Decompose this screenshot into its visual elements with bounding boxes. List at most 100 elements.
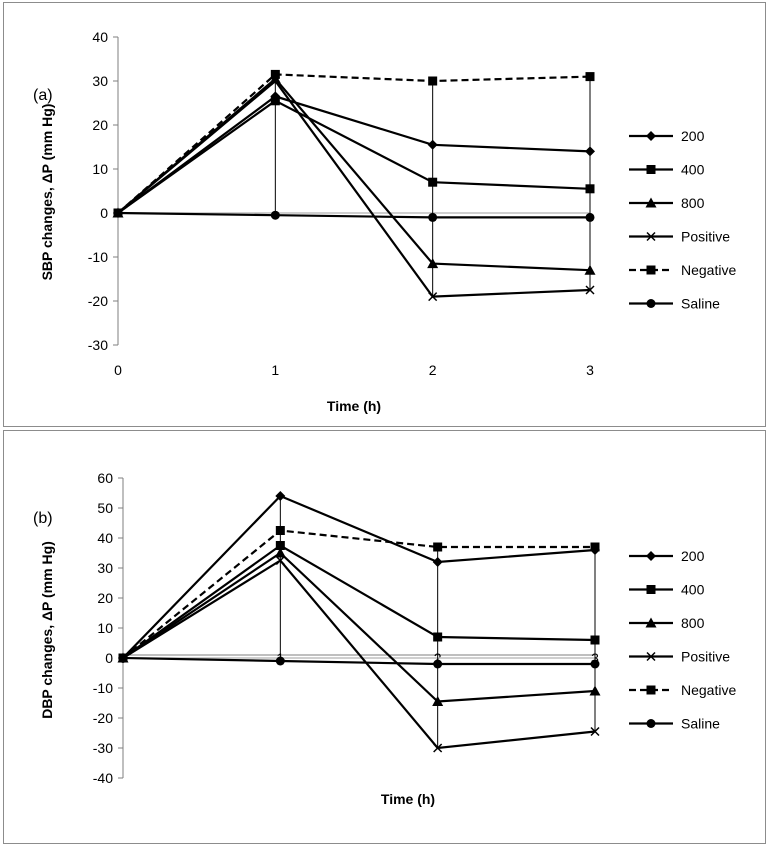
data-point-800 bbox=[427, 258, 439, 269]
legend-label-negative: Negative bbox=[681, 682, 736, 698]
data-point-negative bbox=[275, 526, 285, 535]
y-axis-title: DBP changes, ΔP (mm Hg) bbox=[39, 541, 55, 719]
legend-label-saline: Saline bbox=[681, 716, 720, 732]
data-point-800 bbox=[584, 264, 596, 275]
data-point-saline bbox=[118, 653, 128, 663]
data-point-negative bbox=[585, 72, 595, 82]
legend-marker-saline bbox=[646, 719, 656, 728]
legend-label-800: 800 bbox=[681, 195, 705, 211]
data-point-400 bbox=[585, 184, 595, 194]
y-tick-label: 40 bbox=[92, 29, 108, 45]
y-tick-label: 10 bbox=[92, 161, 108, 177]
series-line-400 bbox=[117, 99, 591, 214]
legend: 200 400 800 Positive Negative Saline bbox=[629, 128, 736, 312]
legend-marker-800 bbox=[645, 197, 657, 208]
panel-label: (a) bbox=[33, 87, 53, 104]
legend-marker-negative bbox=[646, 685, 656, 695]
data-point-positive bbox=[428, 292, 438, 302]
x-tick-label: 2 bbox=[429, 362, 437, 378]
data-point-saline bbox=[433, 659, 443, 669]
y-tick-label: 60 bbox=[97, 470, 113, 486]
legend: 200 400 800 Positive Negative Saline bbox=[629, 548, 736, 732]
data-point-400 bbox=[275, 541, 285, 550]
legend-marker-200 bbox=[646, 551, 656, 561]
y-tick-label: -20 bbox=[88, 293, 108, 309]
y-tick-label: 20 bbox=[92, 117, 108, 133]
series-line-400 bbox=[122, 544, 596, 659]
data-point-saline bbox=[275, 656, 285, 666]
data-point-positive bbox=[590, 726, 600, 737]
x-tick-label: 3 bbox=[586, 362, 594, 378]
series-line-positive bbox=[122, 559, 596, 750]
data-point-400 bbox=[270, 96, 280, 106]
legend-marker-positive bbox=[646, 651, 656, 662]
data-point-positive bbox=[275, 555, 285, 566]
data-point-200 bbox=[585, 146, 595, 157]
data-point-800 bbox=[274, 547, 286, 558]
data-point-saline bbox=[590, 659, 600, 669]
y-axis-title: SBP changes, ΔP (mm Hg) bbox=[39, 104, 55, 281]
y-tick-label: -10 bbox=[88, 249, 108, 265]
x-axis-title: Time (h) bbox=[381, 791, 435, 807]
series-line-800 bbox=[117, 77, 591, 272]
legend-marker-400 bbox=[646, 165, 656, 174]
series-line-positive bbox=[117, 79, 591, 298]
data-point-negative bbox=[433, 542, 443, 552]
legend-marker-400 bbox=[646, 585, 656, 594]
legend-marker-saline bbox=[646, 299, 656, 308]
data-point-800 bbox=[432, 696, 444, 706]
y-tick-label: 0 bbox=[105, 650, 113, 666]
data-point-negative bbox=[270, 69, 280, 79]
series-line-saline bbox=[117, 211, 590, 219]
series-line-negative bbox=[117, 73, 591, 214]
series-line-saline bbox=[122, 656, 595, 666]
y-tick-label: -20 bbox=[93, 710, 113, 726]
data-point-400 bbox=[428, 177, 438, 187]
dbp-chart: -40-30-20-1001020304050600123(b)Time (h)… bbox=[33, 470, 736, 807]
data-point-200 bbox=[432, 557, 443, 567]
y-tick-label: 50 bbox=[97, 500, 113, 516]
legend-label-400: 400 bbox=[681, 582, 705, 598]
data-point-saline bbox=[113, 208, 123, 218]
x-tick-label: 0 bbox=[114, 362, 122, 378]
y-tick-label: 30 bbox=[97, 560, 113, 576]
series-line-200 bbox=[117, 95, 591, 214]
data-point-negative bbox=[590, 542, 600, 552]
data-point-200 bbox=[427, 139, 438, 150]
x-tick-label: 1 bbox=[271, 362, 279, 378]
y-tick-label: 0 bbox=[100, 205, 108, 221]
legend-label-200: 200 bbox=[681, 128, 705, 144]
panel-label: (b) bbox=[33, 510, 53, 527]
y-tick-label: 10 bbox=[97, 620, 113, 636]
legend-marker-200 bbox=[646, 131, 656, 141]
y-tick-label: -10 bbox=[93, 680, 113, 696]
legend-marker-800 bbox=[645, 617, 657, 628]
legend-label-400: 400 bbox=[681, 162, 705, 178]
data-point-negative bbox=[428, 76, 438, 86]
legend-label-800: 800 bbox=[681, 615, 705, 631]
data-point-800 bbox=[589, 685, 601, 696]
legend-label-negative: Negative bbox=[681, 262, 736, 278]
data-point-saline bbox=[270, 210, 280, 220]
y-tick-label: -30 bbox=[88, 337, 108, 353]
data-point-200 bbox=[275, 491, 286, 501]
data-point-positive bbox=[433, 743, 443, 753]
y-tick-label: -40 bbox=[93, 770, 113, 786]
y-tick-label: 20 bbox=[97, 590, 113, 606]
data-point-positive bbox=[585, 285, 595, 295]
data-point-saline bbox=[585, 212, 595, 222]
y-tick-label: -30 bbox=[93, 740, 113, 756]
x-axis-title: Time (h) bbox=[327, 398, 381, 414]
y-tick-label: 40 bbox=[97, 530, 113, 546]
series-line-200 bbox=[122, 494, 596, 659]
chart-panel-a: -30 -20 -10 0 10 20 30 40 0 1 2 3 (a) Time (h) SBP cha… bbox=[3, 2, 766, 427]
chart-panel-b: -40-30-20-1001020304050600123(b)Time (h)… bbox=[3, 430, 766, 844]
series-line-800 bbox=[122, 551, 596, 703]
data-point-400 bbox=[433, 632, 443, 642]
series-line-negative bbox=[122, 529, 595, 659]
legend-label-saline: Saline bbox=[681, 296, 720, 312]
y-tick-label: 30 bbox=[92, 73, 108, 89]
legend-label-positive: Positive bbox=[681, 229, 730, 245]
legend-label-200: 200 bbox=[681, 548, 705, 564]
